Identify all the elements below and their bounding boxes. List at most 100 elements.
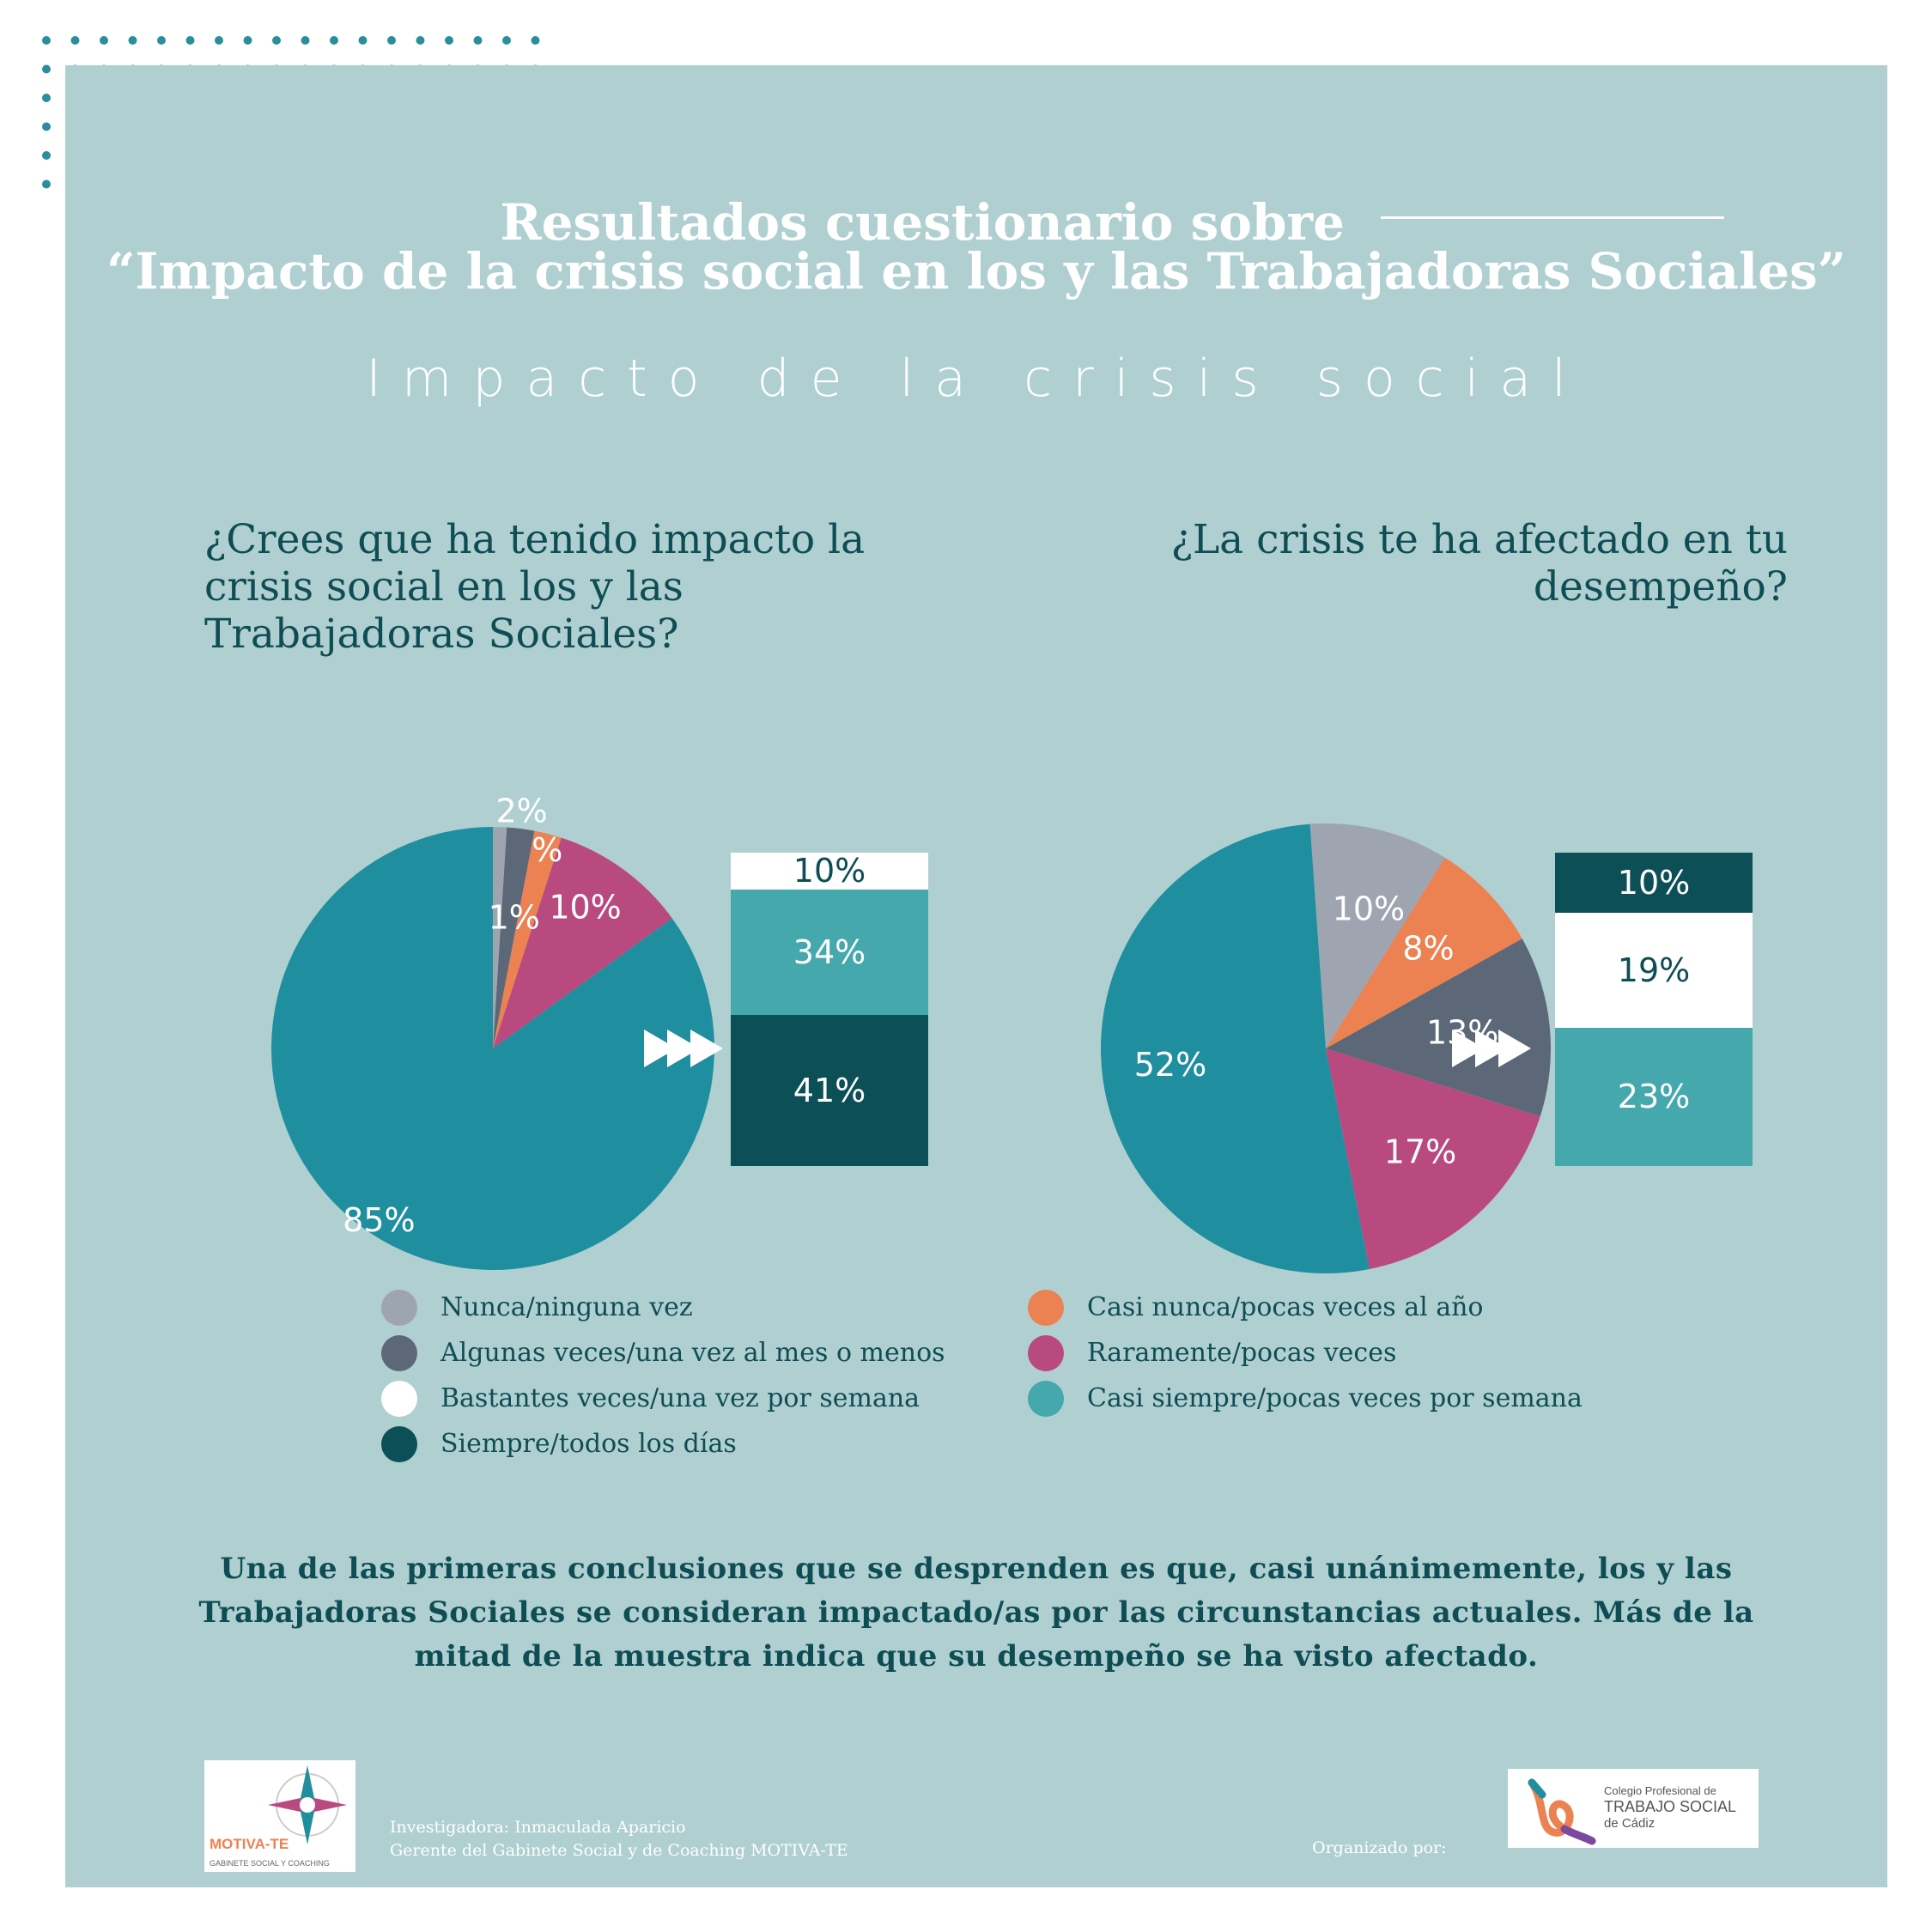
legend-item: Casi siempre/pocas veces por semana <box>1028 1376 1583 1421</box>
dot <box>243 36 252 45</box>
pie-slice <box>493 830 562 1048</box>
pie-slice <box>271 827 715 1270</box>
pie-chart-impact: 85%10%2%2%1% <box>271 793 723 1270</box>
legend-label: Bastantes veces/una vez por semana <box>440 1383 920 1413</box>
dot <box>301 36 310 45</box>
arrow-icon <box>667 1030 700 1067</box>
colegio-trabajo-social-logo: Colegio Profesional de TRABAJO SOCIAL de… <box>1508 1769 1759 1848</box>
breakdown-value-label: 19% <box>1617 951 1691 989</box>
legend-swatch <box>1028 1289 1064 1326</box>
breakdown-segment: 23% <box>1555 1027 1753 1166</box>
breakdown-segment: 10% <box>1555 853 1753 914</box>
dot <box>185 36 195 45</box>
logo-left-name: MOTIVA-TE <box>210 1836 289 1852</box>
credit-line-1: Investigadora: Inmaculada Aparicio <box>390 1818 686 1837</box>
dot <box>42 94 51 102</box>
subtitle: Impacto de la crisis social <box>366 349 1587 409</box>
legend-label: Algunas veces/una vez al mes o menos <box>440 1338 945 1368</box>
legend-swatch <box>381 1380 417 1417</box>
legend-swatch <box>381 1425 417 1462</box>
pie-value-label: 10% <box>549 889 621 927</box>
logo-right-line-2: TRABAJO SOCIAL <box>1604 1798 1736 1815</box>
pie-value-label: 8% <box>1402 930 1454 968</box>
dot <box>42 179 51 189</box>
legend-label: Nunca/ninguna vez <box>440 1292 693 1322</box>
dot <box>215 36 223 45</box>
pie-value-label: 2% <box>495 793 547 830</box>
legend-left: Nunca/ninguna vez Algunas veces/una vez a… <box>381 1285 945 1467</box>
logo-left-tagline: GABINETE SOCIAL Y COACHING <box>210 1859 330 1868</box>
credit: Investigadora: Inmaculada Aparicio Geren… <box>390 1816 848 1862</box>
conclusion-text: Una de las primeras conclusiones que se … <box>198 1552 1754 1674</box>
pie-slice <box>493 827 535 1048</box>
legend-item: Bastantes veces/una vez por semana <box>381 1376 945 1421</box>
title-line-2: “Impacto de la crisis social en los y la… <box>106 242 1846 301</box>
dot <box>531 36 540 45</box>
dot <box>387 36 396 45</box>
legend-item: Algunas veces/una vez al mes o menos <box>381 1330 945 1376</box>
breakdown-bar-performance: 10% 19% 23% <box>1555 853 1753 1166</box>
legend-right: Casi nunca/pocas veces al año Raramente/p… <box>1028 1285 1583 1421</box>
dot <box>100 36 108 45</box>
breakdown-bar-impact: 10% 34% 41% <box>731 852 928 1166</box>
legend-item: Nunca/ninguna vez <box>381 1285 945 1330</box>
arrow-icon <box>1498 1030 1531 1067</box>
arrow-icon <box>644 1030 677 1067</box>
breakdown-value-label: 10% <box>793 852 866 890</box>
breakdown-value-label: 34% <box>793 933 866 971</box>
arrow-icon <box>1475 1030 1508 1067</box>
dot <box>330 36 338 45</box>
arrow-icon <box>690 1030 723 1067</box>
breakdown-segment: 34% <box>731 889 928 1015</box>
motiva-te-logo: MOTIVA-TE GABINETE SOCIAL Y COACHING <box>204 1760 355 1872</box>
dot <box>42 151 51 160</box>
pie-value-label: 85% <box>343 1201 415 1239</box>
legend-label: Siempre/todos los días <box>440 1429 737 1459</box>
organized-by-label: Organizado por: <box>1312 1838 1447 1857</box>
question-2: ¿La crisis te ha afectado en tu desempeñ… <box>1170 516 1788 611</box>
title-line-1: Resultados cuestionario sobre <box>500 193 1345 252</box>
legend-swatch <box>1028 1334 1064 1371</box>
pie-slice <box>1326 939 1551 1117</box>
breakdown-value-label: 10% <box>1617 864 1691 902</box>
title-rule <box>1381 216 1724 219</box>
breakdown-segment: 41% <box>731 1014 928 1166</box>
pie-slice <box>493 827 507 1048</box>
breakdown-segment: 10% <box>731 852 928 890</box>
pie-slice <box>1326 857 1522 1048</box>
pie-slice <box>1326 1048 1540 1270</box>
dot <box>358 36 368 45</box>
dot <box>42 36 51 45</box>
legend-label: Casi nunca/pocas veces al año <box>1087 1292 1484 1322</box>
legend-label: Raramente/pocas veces <box>1087 1338 1397 1368</box>
legend-item: Siempre/todos los días <box>381 1421 945 1467</box>
breakdown-segment: 19% <box>1555 913 1753 1028</box>
dot <box>42 122 51 131</box>
legend-swatch <box>381 1289 417 1326</box>
pie-value-label: 10% <box>1333 890 1405 927</box>
dot <box>416 36 425 45</box>
breakdown-value-label: 41% <box>793 1071 866 1109</box>
pie-value-label: 1% <box>489 899 540 937</box>
pie-chart-performance: 52%17%13%8%10% <box>1101 823 1551 1273</box>
dot <box>42 64 51 74</box>
dot <box>445 36 453 45</box>
pie-value-label: 52% <box>1134 1046 1206 1084</box>
dot <box>272 36 281 45</box>
pie-slice <box>493 837 672 1048</box>
pie-slice <box>1309 823 1445 1048</box>
logo-right-line-3: de Cádiz <box>1604 1816 1655 1831</box>
credit-line-2: Gerente del Gabinete Social y de Coachin… <box>390 1841 848 1860</box>
breakdown-value-label: 23% <box>1617 1078 1691 1116</box>
dot <box>473 36 483 45</box>
pie-value-label: 17% <box>1384 1133 1456 1170</box>
legend-label: Casi siempre/pocas veces por semana <box>1087 1383 1583 1413</box>
arrow-icon <box>1452 1030 1485 1067</box>
dot <box>157 36 166 45</box>
dot <box>70 36 80 45</box>
pie-slice <box>1101 823 1370 1273</box>
dot <box>502 36 511 45</box>
legend-swatch <box>1028 1380 1064 1417</box>
legend-swatch <box>381 1334 417 1371</box>
infographic-panel: Resultados cuestionario sobre “Impacto d… <box>65 65 1887 1887</box>
